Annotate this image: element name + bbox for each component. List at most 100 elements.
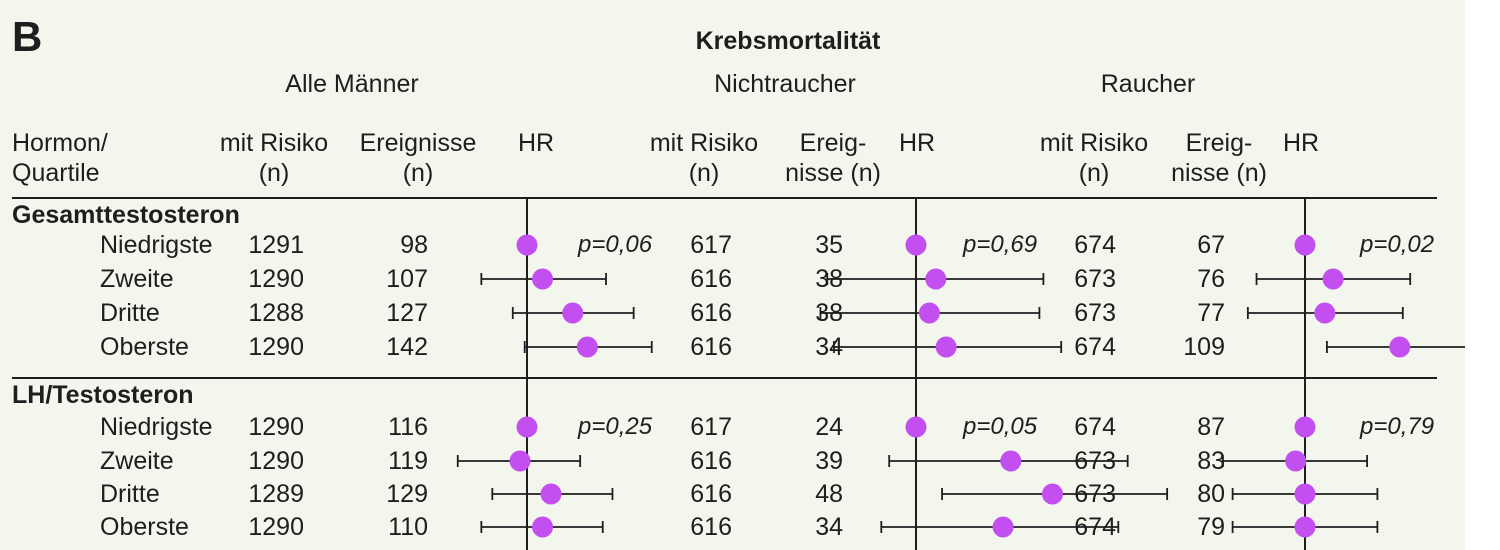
hr-header-alle: HR [517,129,555,157]
row-label-header: Hormon/ Quartile [12,129,108,187]
forest-plot-figure: B Krebsmortalität Alle Männer Nichtrauch… [0,0,1465,550]
quartile-label: Oberste [100,333,189,361]
at-risk-count: 674 [1074,231,1116,259]
column-title-nichtraucher: Nichtraucher [714,70,856,98]
quartile-label: Niedrigste [100,231,213,259]
hazard-ratio-point [1294,483,1316,505]
events-header-nichtraucher: Ereig- nisse (n) [785,129,881,187]
quartile-label: Zweite [100,265,174,293]
at-risk-count: 616 [690,447,732,475]
event-count: 142 [386,333,428,361]
hazard-ratio-point [992,516,1014,538]
event-count: 87 [1197,413,1225,441]
at-risk-count: 1288 [248,299,304,327]
quartile-label: Zweite [100,447,174,475]
at-risk-count: 616 [690,299,732,327]
chart-title: Krebsmortalität [695,27,881,55]
at-risk-count: 1290 [248,265,304,293]
p-value: p=0,05 [963,413,1038,440]
at-risk-count: 1290 [248,447,304,475]
hazard-ratio-point [576,336,598,358]
hazard-ratio-point [562,302,584,324]
event-count: 67 [1197,231,1225,259]
event-count: 129 [386,480,428,508]
quartile-label: Dritte [100,480,160,508]
hazard-ratio-point [1389,336,1411,358]
event-count: 79 [1197,513,1225,541]
at-risk-count: 617 [690,231,732,259]
hazard-ratio-point [1322,268,1344,290]
event-count: 48 [815,480,843,508]
group-label: LH/Testosteron [12,381,194,409]
hr-header-nichtraucher: HR [898,129,936,157]
hr-header-raucher: HR [1282,129,1320,157]
at-risk-header-raucher: mit Risiko (n) [1039,129,1149,187]
hazard-ratio-point [1285,450,1307,472]
hazard-ratio-point [1000,450,1022,472]
event-count: 127 [386,299,428,327]
at-risk-count: 673 [1074,480,1116,508]
event-count: 38 [815,265,843,293]
at-risk-header-alle: mit Risiko (n) [219,129,329,187]
at-risk-count: 673 [1074,299,1116,327]
event-count: 110 [388,513,428,541]
quartile-label: Dritte [100,299,160,327]
forest-plot-svg [12,197,1465,550]
hazard-ratio-point [516,416,538,438]
p-value: p=0,25 [578,413,653,440]
column-title-raucher: Raucher [1100,70,1196,98]
p-value: p=0,02 [1360,231,1435,258]
event-count: 109 [1183,333,1225,361]
at-risk-count: 673 [1074,265,1116,293]
at-risk-count: 1291 [248,231,304,259]
p-value: p=0,79 [1360,413,1435,440]
event-count: 116 [388,413,428,441]
event-count: 83 [1197,447,1225,475]
p-value: p=0,06 [578,231,653,258]
event-count: 80 [1197,480,1225,508]
hazard-ratio-point [905,416,927,438]
event-count: 35 [815,231,843,259]
event-count: 119 [388,447,428,475]
event-count: 38 [815,299,843,327]
p-value: p=0,69 [963,231,1038,258]
event-count: 98 [400,231,428,259]
hazard-ratio-point [532,268,554,290]
hazard-ratio-point [935,336,957,358]
at-risk-count: 674 [1074,513,1116,541]
hazard-ratio-point [1041,483,1063,505]
event-count: 107 [386,265,428,293]
at-risk-count: 616 [690,333,732,361]
event-count: 39 [815,447,843,475]
hazard-ratio-point [1294,234,1316,256]
at-risk-count: 616 [690,513,732,541]
at-risk-count: 616 [690,480,732,508]
hazard-ratio-point [509,450,531,472]
event-count: 76 [1197,265,1225,293]
event-count: 34 [815,513,843,541]
at-risk-count: 673 [1074,447,1116,475]
events-header-raucher: Ereig- nisse (n) [1171,129,1267,187]
at-risk-count: 1290 [248,413,304,441]
hazard-ratio-point [918,302,940,324]
at-risk-header-nichtraucher: mit Risiko (n) [649,129,759,187]
at-risk-count: 674 [1074,413,1116,441]
event-count: 77 [1197,299,1225,327]
panel-letter: B [12,13,43,60]
column-title-alle-maenner: Alle Männer [285,70,419,98]
event-count: 24 [815,413,843,441]
hazard-ratio-point [1294,516,1316,538]
group-label: Gesamttestosteron [12,201,240,229]
at-risk-count: 617 [690,413,732,441]
hazard-ratio-point [925,268,947,290]
at-risk-count: 1290 [248,513,304,541]
events-header-alle: Ereignisse (n) [359,129,477,187]
at-risk-count: 616 [690,265,732,293]
quartile-label: Niedrigste [100,413,213,441]
hazard-ratio-point [1314,302,1336,324]
hazard-ratio-point [540,483,562,505]
hazard-ratio-point [516,234,538,256]
hazard-ratio-point [905,234,927,256]
event-count: 34 [815,333,843,361]
hazard-ratio-point [532,516,554,538]
